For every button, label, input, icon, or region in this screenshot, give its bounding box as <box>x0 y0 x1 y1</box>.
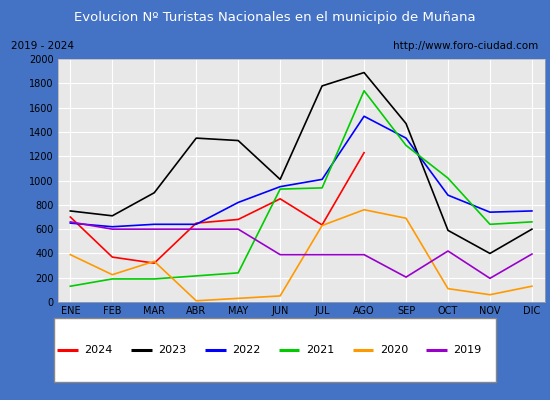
Text: 2019: 2019 <box>453 344 482 354</box>
Text: Evolucion Nº Turistas Nacionales en el municipio de Muñana: Evolucion Nº Turistas Nacionales en el m… <box>74 10 476 24</box>
Text: 2020: 2020 <box>379 344 408 354</box>
Text: 2024: 2024 <box>84 344 113 354</box>
Text: 2023: 2023 <box>158 344 186 354</box>
FancyBboxPatch shape <box>53 318 497 382</box>
Text: http://www.foro-ciudad.com: http://www.foro-ciudad.com <box>393 41 538 51</box>
Text: 2021: 2021 <box>306 344 334 354</box>
Text: 2022: 2022 <box>232 344 260 354</box>
Text: 2019 - 2024: 2019 - 2024 <box>12 41 74 51</box>
